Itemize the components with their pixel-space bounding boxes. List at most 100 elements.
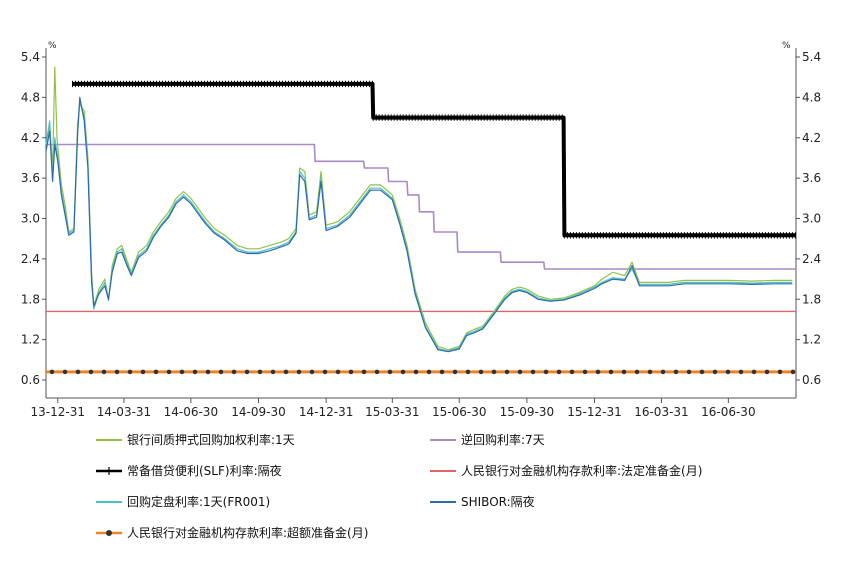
y-tick-label-left: 4.8 bbox=[21, 90, 40, 104]
series-marker bbox=[192, 369, 198, 375]
series-marker bbox=[335, 369, 341, 375]
x-tick-label: 15-12-31 bbox=[567, 405, 621, 419]
legend-label: 银行间质押式回购加权利率:1天 bbox=[127, 432, 295, 447]
y-tick-label-left: 3.6 bbox=[21, 171, 40, 185]
series-marker bbox=[478, 369, 484, 375]
series-marker bbox=[504, 369, 510, 375]
series-marker bbox=[179, 369, 185, 375]
legend-item: 回购定盘利率:1天(FR001) bbox=[96, 494, 270, 509]
series-marker bbox=[517, 369, 523, 375]
series-1 bbox=[46, 143, 796, 270]
series-marker bbox=[218, 369, 224, 375]
series-marker bbox=[101, 369, 107, 375]
series-marker bbox=[699, 369, 705, 375]
legend-label: 人民银行对金融机构存款利率:超额准备金(月) bbox=[127, 525, 368, 540]
x-tick-label: 16-03-31 bbox=[634, 405, 688, 419]
series-marker bbox=[387, 369, 393, 375]
series-5 bbox=[45, 96, 793, 353]
y-tick-label-left: 1.8 bbox=[21, 292, 40, 306]
series-marker bbox=[309, 369, 315, 375]
series-marker bbox=[244, 369, 250, 375]
series-line bbox=[46, 143, 796, 270]
series-marker bbox=[153, 369, 159, 375]
y-tick-label-right: 3.6 bbox=[802, 171, 821, 185]
x-tick-label: 15-09-30 bbox=[500, 405, 554, 419]
series-marker bbox=[660, 369, 666, 375]
y-tick-label-right: 1.8 bbox=[802, 292, 821, 306]
series-marker bbox=[88, 369, 94, 375]
series-marker bbox=[764, 369, 770, 375]
series-6 bbox=[46, 369, 796, 375]
x-ticks: 13-12-31 14-03-31 14-06-30 14-09-30 14-12-31… bbox=[31, 398, 756, 419]
legend-item: 银行间质押式回购加权利率:1天 bbox=[96, 432, 295, 447]
legend-item: 人民银行对金融机构存款利率:法定准备金(月) bbox=[430, 463, 702, 478]
series-marker bbox=[543, 369, 549, 375]
series-marker bbox=[621, 369, 627, 375]
series-marker bbox=[75, 369, 81, 375]
series-marker bbox=[595, 369, 601, 375]
series-marker bbox=[634, 369, 640, 375]
series-marker bbox=[400, 369, 406, 375]
y-tick-label-right: 4.8 bbox=[802, 90, 821, 104]
series-marker bbox=[491, 369, 497, 375]
x-tick-label: 14-12-31 bbox=[299, 405, 353, 419]
x-tick-label: 14-09-30 bbox=[231, 405, 285, 419]
series-marker bbox=[647, 369, 653, 375]
series-lines bbox=[45, 66, 796, 375]
legend-label: 常备借贷便利(SLF)利率:隔夜 bbox=[127, 463, 282, 478]
series-marker bbox=[790, 369, 796, 375]
series-marker bbox=[738, 369, 744, 375]
series-marker bbox=[413, 369, 419, 375]
y-unit-right: % bbox=[782, 41, 791, 51]
series-marker bbox=[582, 369, 588, 375]
series-marker bbox=[374, 369, 380, 375]
series-marker bbox=[257, 369, 263, 375]
x-tick-label: 13-12-31 bbox=[31, 405, 85, 419]
series-marker bbox=[751, 369, 757, 375]
series-marker bbox=[452, 369, 458, 375]
series-marker bbox=[205, 369, 211, 375]
series-marker bbox=[283, 369, 289, 375]
legend-item: 常备借贷便利(SLF)利率:隔夜 bbox=[96, 463, 282, 478]
y-tick-label-left: 5.4 bbox=[21, 50, 40, 64]
legend-label: 人民银行对金融机构存款利率:法定准备金(月) bbox=[461, 463, 702, 478]
x-tick-label: 15-06-30 bbox=[432, 405, 486, 419]
y-tick-label-left: 3.0 bbox=[21, 212, 40, 226]
y-tick-label-right: 2.4 bbox=[802, 252, 821, 266]
series-marker bbox=[556, 369, 562, 375]
legend: 银行间质押式回购加权利率:1天 逆回购利率:7天常备借贷便利(SLF)利率:隔夜人… bbox=[96, 432, 702, 540]
series-marker bbox=[530, 369, 536, 375]
series-marker bbox=[270, 369, 276, 375]
series-line bbox=[45, 66, 793, 351]
series-marker bbox=[348, 369, 354, 375]
series-marker bbox=[426, 369, 432, 375]
y-tick-label-left: 4.2 bbox=[21, 131, 40, 145]
x-tick-label: 14-06-30 bbox=[164, 405, 218, 419]
y-tick-label-right: 3.0 bbox=[802, 212, 821, 226]
series-2 bbox=[71, 80, 796, 239]
series-marker bbox=[166, 369, 172, 375]
legend-label: 逆回购利率:7天 bbox=[461, 432, 545, 447]
series-marker bbox=[62, 369, 68, 375]
series-marker bbox=[465, 369, 471, 375]
series-marker bbox=[673, 369, 679, 375]
series-marker bbox=[361, 369, 367, 375]
series-marker bbox=[231, 369, 237, 375]
series-marker bbox=[712, 369, 718, 375]
series-4 bbox=[45, 100, 793, 352]
series-marker bbox=[127, 369, 133, 375]
series-0 bbox=[45, 66, 793, 351]
y-unit-left: % bbox=[48, 41, 57, 51]
y-tick-label-right: 4.2 bbox=[802, 131, 821, 145]
y-tick-label-right: 1.2 bbox=[802, 333, 821, 347]
x-tick-label: 14-03-31 bbox=[97, 405, 151, 419]
y-tick-label-left: 0.6 bbox=[21, 373, 40, 387]
legend-item: 人民银行对金融机构存款利率:超额准备金(月) bbox=[96, 525, 368, 540]
series-marker bbox=[686, 369, 692, 375]
series-marker bbox=[725, 369, 731, 375]
legend-label: 回购定盘利率:1天(FR001) bbox=[127, 494, 270, 509]
y-ticks: 5.4 5.4 4.8 4.8 4.2 4.2 3.6 3.6 3.0 3.0 2.4 2.4 1.8 1… bbox=[21, 50, 821, 387]
legend-marker bbox=[106, 530, 112, 536]
series-line bbox=[45, 100, 793, 352]
